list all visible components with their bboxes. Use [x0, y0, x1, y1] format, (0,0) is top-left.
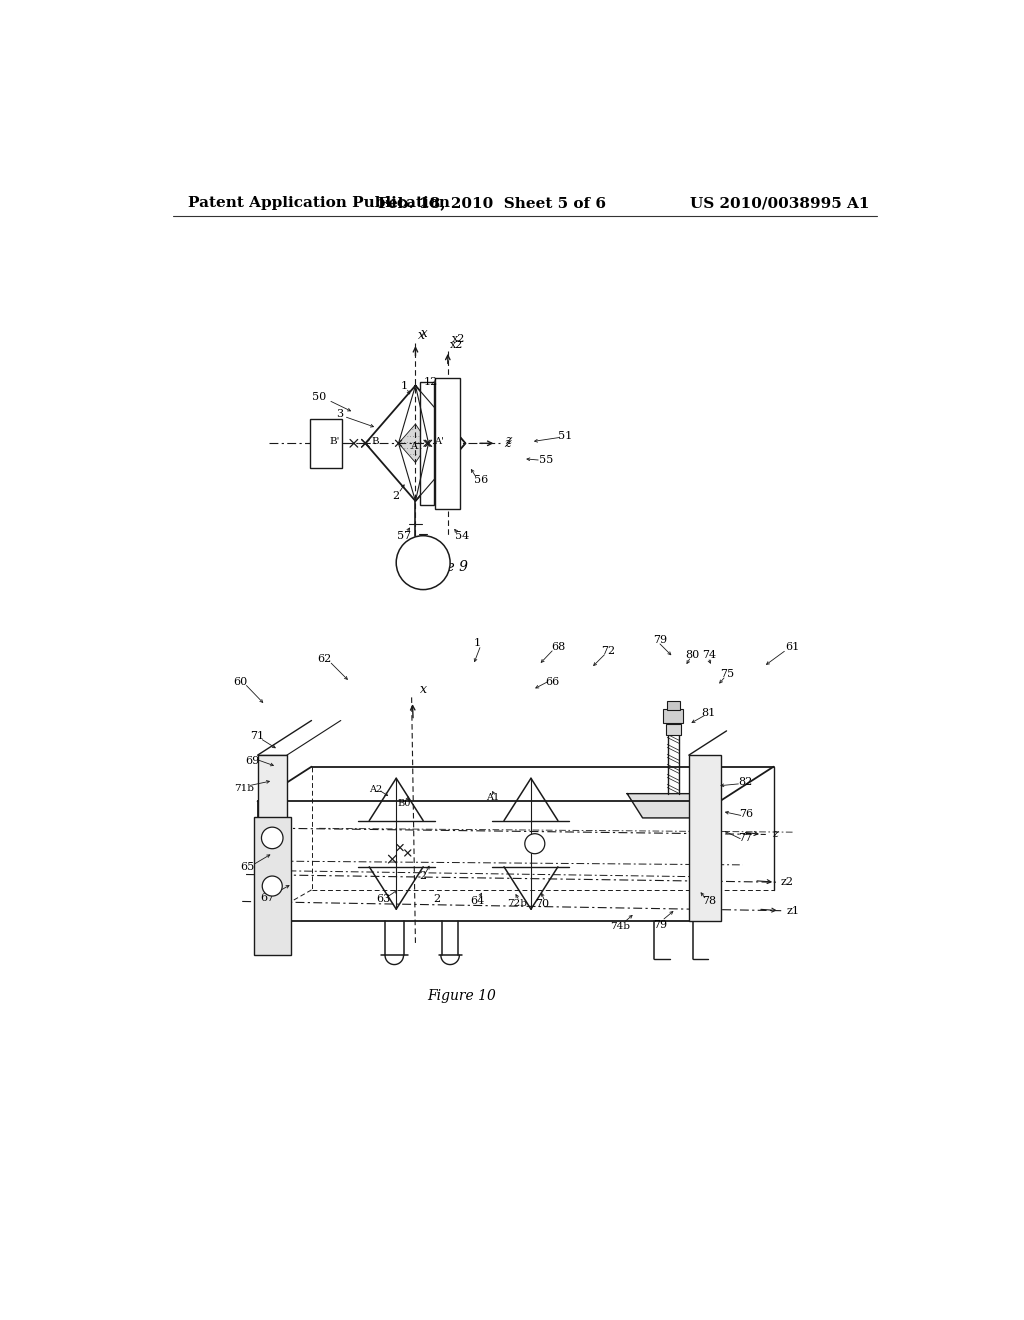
Circle shape — [262, 876, 283, 896]
Text: 67: 67 — [260, 892, 274, 903]
Text: x: x — [422, 326, 428, 339]
Text: 61: 61 — [785, 643, 800, 652]
Text: 2: 2 — [420, 871, 427, 880]
Text: 54: 54 — [455, 531, 469, 541]
Text: 76: 76 — [739, 809, 754, 820]
Text: x2: x2 — [452, 334, 465, 345]
Text: 66: 66 — [546, 677, 560, 686]
Text: A1: A1 — [485, 793, 499, 803]
Text: 71: 71 — [251, 731, 264, 741]
Text: 62: 62 — [317, 653, 332, 664]
Text: 2: 2 — [392, 491, 399, 500]
Text: 51: 51 — [558, 430, 572, 441]
Text: US 2010/0038995 A1: US 2010/0038995 A1 — [690, 197, 869, 210]
Bar — [254, 817, 291, 956]
Text: Figure 10: Figure 10 — [427, 989, 496, 1003]
Text: A': A' — [434, 437, 443, 446]
Text: 64: 64 — [470, 896, 484, 907]
Text: 75: 75 — [720, 669, 734, 680]
Text: 68: 68 — [551, 643, 565, 652]
Text: 80: 80 — [685, 649, 699, 660]
Text: 3: 3 — [337, 409, 344, 418]
Bar — [668, 701, 680, 710]
Text: 70: 70 — [536, 899, 550, 908]
Text: 74: 74 — [702, 649, 717, 660]
Text: Figure 9: Figure 9 — [409, 560, 469, 573]
Circle shape — [524, 834, 545, 854]
Text: 82: 82 — [738, 777, 753, 787]
Circle shape — [261, 828, 283, 849]
Bar — [664, 709, 683, 723]
Text: B: B — [372, 437, 379, 446]
Text: z1: z1 — [786, 906, 800, 916]
Text: B': B' — [330, 437, 340, 446]
Text: 78: 78 — [702, 896, 717, 907]
Text: 60: 60 — [232, 677, 247, 686]
Text: z: z — [505, 437, 511, 450]
Bar — [689, 755, 721, 921]
Text: 74b: 74b — [610, 923, 631, 932]
Polygon shape — [398, 424, 429, 462]
Text: 79: 79 — [653, 920, 668, 929]
Text: MT$_{y2}$: MT$_{y2}$ — [416, 556, 442, 569]
Text: C: C — [409, 566, 415, 574]
Text: 65: 65 — [241, 862, 255, 871]
Text: 2: 2 — [433, 894, 440, 904]
Bar — [310, 418, 342, 469]
Text: 50: 50 — [312, 392, 327, 403]
Text: A2: A2 — [369, 785, 382, 795]
Text: 1: 1 — [400, 380, 408, 391]
Text: 56: 56 — [474, 475, 488, 486]
Bar — [420, 381, 434, 506]
Polygon shape — [628, 793, 712, 818]
Text: x: x — [418, 329, 425, 342]
Bar — [258, 755, 287, 921]
Text: 69: 69 — [245, 755, 259, 766]
Circle shape — [396, 536, 451, 590]
Text: Feb. 18, 2010  Sheet 5 of 6: Feb. 18, 2010 Sheet 5 of 6 — [379, 197, 606, 210]
Text: A: A — [411, 442, 418, 451]
Text: 55: 55 — [540, 455, 554, 465]
Bar — [435, 378, 460, 508]
Text: 71b: 71b — [234, 784, 255, 793]
Text: z: z — [772, 829, 778, 840]
Text: 72b: 72b — [507, 899, 527, 908]
Text: 12: 12 — [424, 376, 438, 387]
Text: 77: 77 — [738, 833, 752, 842]
Text: 72: 72 — [601, 647, 615, 656]
Text: 79: 79 — [653, 635, 668, 644]
Text: x2: x2 — [451, 339, 464, 350]
Text: z2: z2 — [781, 878, 794, 887]
Text: B0: B0 — [397, 799, 411, 808]
Text: 57: 57 — [397, 531, 411, 541]
Bar — [666, 725, 681, 735]
Text: x: x — [420, 684, 427, 696]
Text: z: z — [505, 434, 511, 447]
Text: 63: 63 — [376, 894, 390, 904]
Text: 1: 1 — [473, 639, 480, 648]
Text: 81: 81 — [701, 708, 715, 718]
Text: Patent Application Publication: Patent Application Publication — [188, 197, 451, 210]
